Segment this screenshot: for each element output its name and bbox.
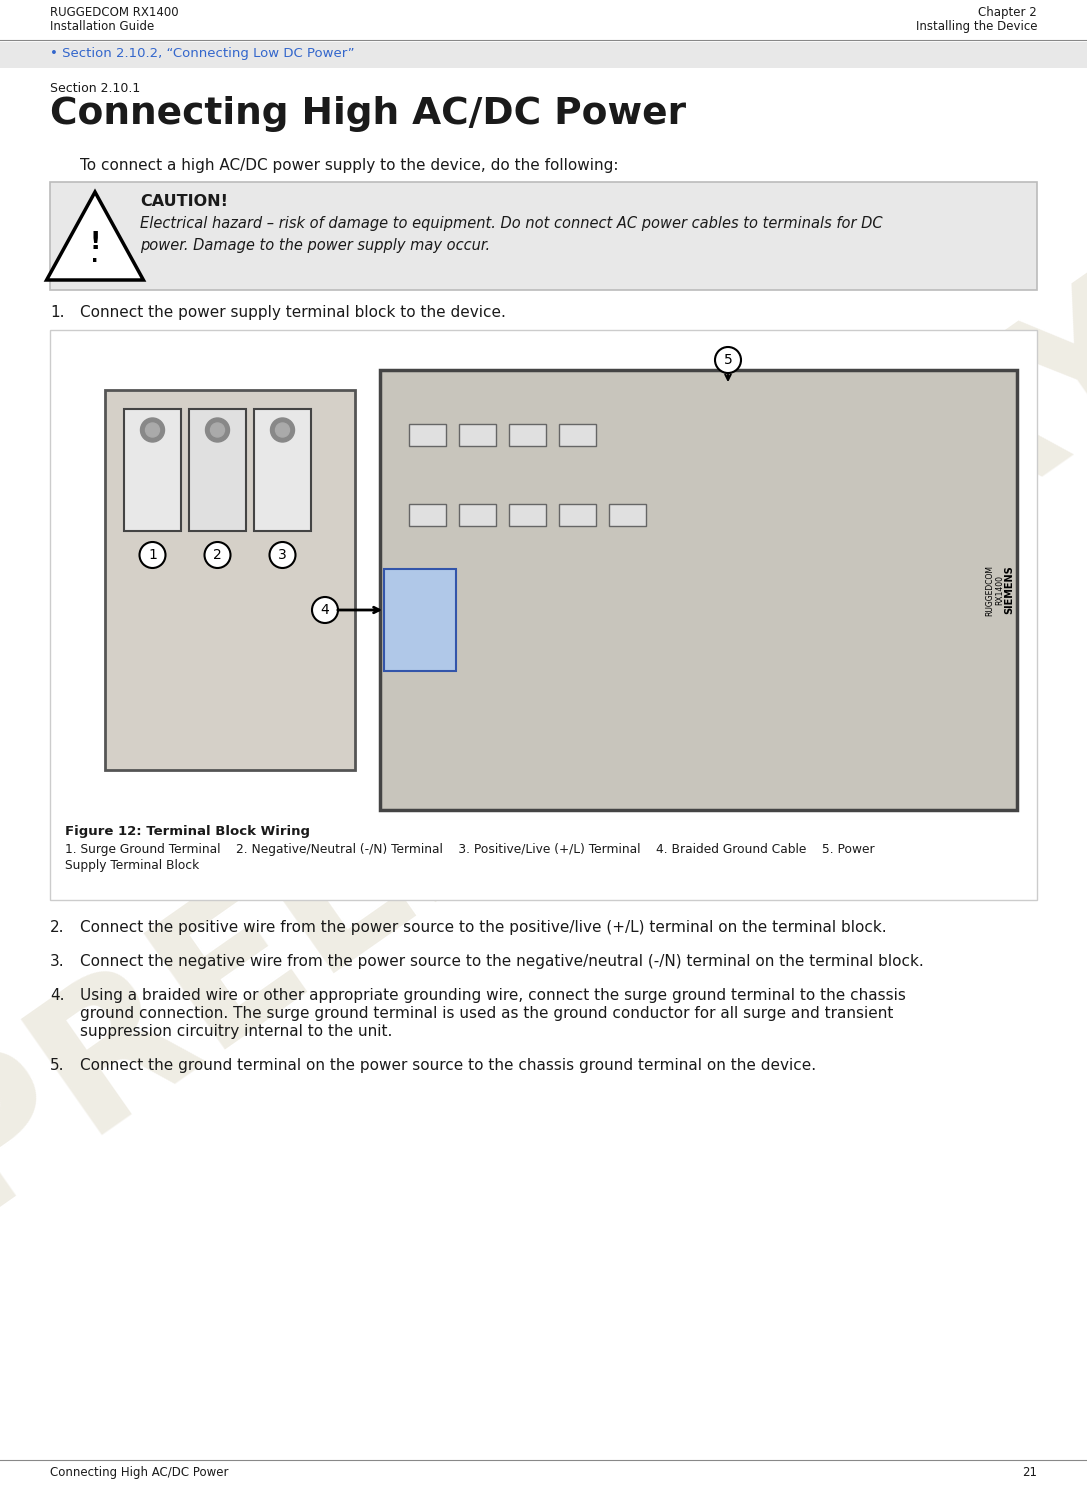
Text: power. Damage to the power supply may occur.: power. Damage to the power supply may oc… [140,238,490,253]
Text: 21: 21 [1022,1466,1037,1480]
Circle shape [211,423,225,437]
Text: Chapter 2: Chapter 2 [978,6,1037,19]
FancyBboxPatch shape [189,408,246,531]
Text: 3.: 3. [50,954,64,969]
Circle shape [205,417,229,441]
Text: RUGGEDCOM RX1400: RUGGEDCOM RX1400 [50,6,178,19]
Circle shape [140,417,164,441]
Text: suppression circuitry internal to the unit.: suppression circuitry internal to the un… [80,1023,392,1040]
Text: 1.: 1. [50,305,64,320]
Polygon shape [47,191,143,280]
Text: !: ! [89,230,101,254]
Text: 4.: 4. [50,987,64,1002]
FancyBboxPatch shape [459,504,496,527]
Text: 4: 4 [321,603,329,616]
FancyBboxPatch shape [254,408,311,531]
FancyBboxPatch shape [559,423,596,446]
Circle shape [204,542,230,568]
Circle shape [146,423,160,437]
Text: 2.: 2. [50,920,64,935]
Text: Using a braided wire or other appropriate grounding wire, connect the surge grou: Using a braided wire or other appropriat… [80,987,905,1002]
FancyBboxPatch shape [409,423,446,446]
Circle shape [715,347,741,373]
Text: Connect the power supply terminal block to the device.: Connect the power supply terminal block … [80,305,505,320]
FancyBboxPatch shape [105,390,355,770]
Text: Supply Terminal Block: Supply Terminal Block [65,859,199,872]
Text: RUGGEDCOM
RX1400: RUGGEDCOM RX1400 [985,564,1004,615]
Circle shape [275,423,289,437]
Text: Connect the negative wire from the power source to the negative/neutral (-/N) te: Connect the negative wire from the power… [80,954,924,969]
Text: .: . [91,247,99,265]
Text: Connect the positive wire from the power source to the positive/live (+/L) termi: Connect the positive wire from the power… [80,920,887,935]
Circle shape [270,542,296,568]
FancyBboxPatch shape [0,42,1087,67]
Text: Connecting High AC/DC Power: Connecting High AC/DC Power [50,96,686,132]
Circle shape [312,597,338,622]
Text: Connecting High AC/DC Power: Connecting High AC/DC Power [50,1466,228,1480]
Text: 2: 2 [213,548,222,562]
Text: Figure 12: Terminal Block Wiring: Figure 12: Terminal Block Wiring [65,824,310,838]
Text: Connect the ground terminal on the power source to the chassis ground terminal o: Connect the ground terminal on the power… [80,1058,816,1073]
Text: 1: 1 [148,548,157,562]
Text: 5: 5 [724,353,733,367]
Text: 5.: 5. [50,1058,64,1073]
FancyBboxPatch shape [609,504,646,527]
FancyBboxPatch shape [124,408,182,531]
FancyBboxPatch shape [559,504,596,527]
Text: Electrical hazard – risk of damage to equipment. Do not connect AC power cables : Electrical hazard – risk of damage to eq… [140,215,883,230]
Text: 1. Surge Ground Terminal    2. Negative/Neutral (-/N) Terminal    3. Positive/Li: 1. Surge Ground Terminal 2. Negative/Neu… [65,844,875,856]
FancyBboxPatch shape [459,423,496,446]
Text: Installation Guide: Installation Guide [50,19,154,33]
FancyBboxPatch shape [384,568,457,672]
FancyBboxPatch shape [409,504,446,527]
Text: 3: 3 [278,548,287,562]
Text: PRELIMINARY: PRELIMINARY [0,247,1087,1249]
Text: ground connection. The surge ground terminal is used as the ground conductor for: ground connection. The surge ground term… [80,1005,894,1020]
Text: SIEMENS: SIEMENS [1004,565,1014,615]
Text: To connect a high AC/DC power supply to the device, do the following:: To connect a high AC/DC power supply to … [80,159,619,174]
Circle shape [139,542,165,568]
FancyBboxPatch shape [50,183,1037,290]
Text: Section 2.10.1: Section 2.10.1 [50,82,140,96]
Text: • Section 2.10.2, “Connecting Low DC Power”: • Section 2.10.2, “Connecting Low DC Pow… [50,46,354,60]
FancyBboxPatch shape [509,504,546,527]
Circle shape [271,417,295,441]
Text: Installing the Device: Installing the Device [915,19,1037,33]
FancyBboxPatch shape [380,370,1017,809]
FancyBboxPatch shape [509,423,546,446]
FancyBboxPatch shape [50,331,1037,901]
Text: CAUTION!: CAUTION! [140,194,228,209]
